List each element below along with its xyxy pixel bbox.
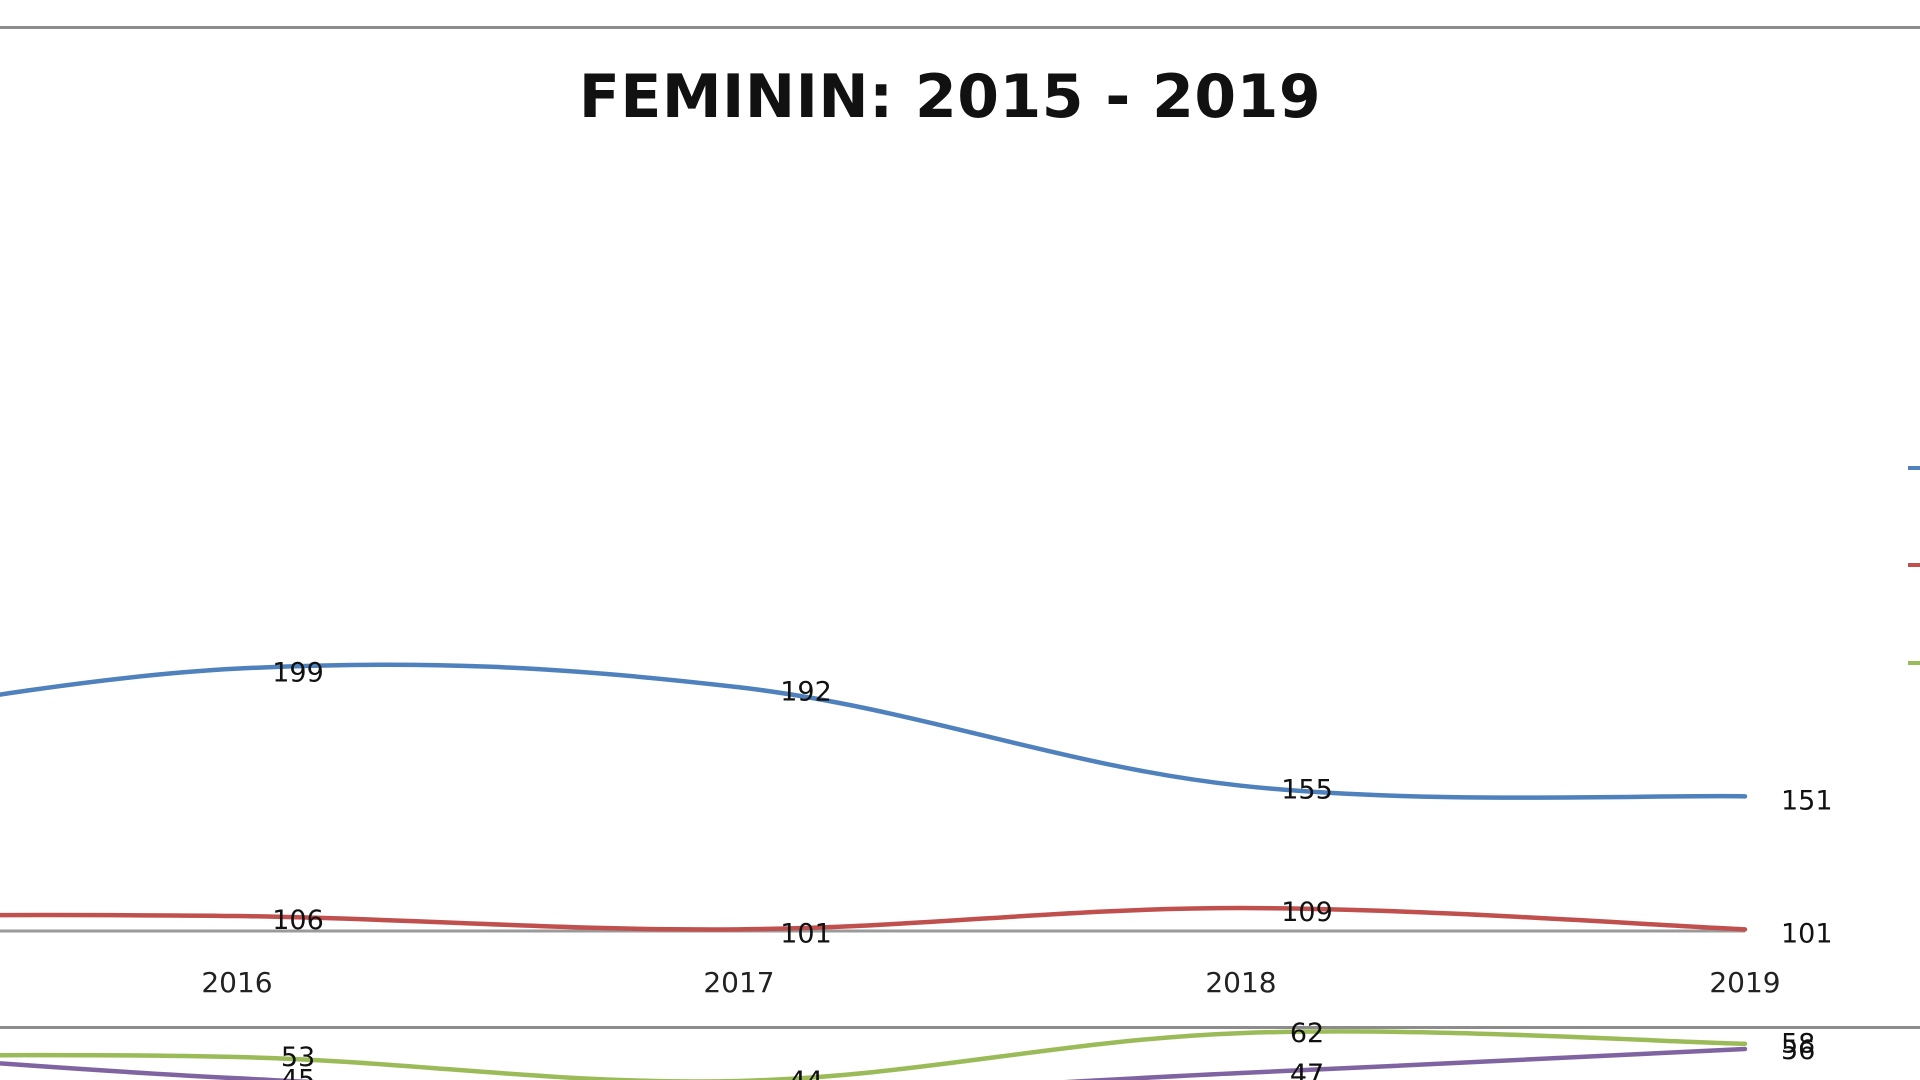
data-label-s3-2018: 62 xyxy=(1290,1018,1324,1049)
x-tick-label-2019: 2019 xyxy=(1709,966,1780,999)
data-label-s2-2018: 109 xyxy=(1281,897,1333,928)
data-labels: 1991921551511061011091015344625845394756 xyxy=(272,658,1832,1080)
data-label-s1-2017: 192 xyxy=(780,676,832,707)
data-label-s3-2017: 44 xyxy=(789,1066,823,1080)
series-line-4 xyxy=(0,1046,1748,1080)
data-label-s3-2019: 58 xyxy=(1781,1029,1815,1060)
data-label-s2-2019: 101 xyxy=(1781,918,1833,949)
chart-frame xyxy=(0,26,1920,1029)
data-label-s3-2016: 53 xyxy=(281,1042,315,1073)
data-label-s4-2016: 45 xyxy=(281,1064,315,1080)
data-label-s2-2016: 106 xyxy=(272,905,324,936)
data-label-s4-2018: 47 xyxy=(1290,1059,1324,1080)
data-label-s1-2016: 199 xyxy=(272,658,324,689)
series-line-3 xyxy=(0,1029,1748,1080)
x-tick-label-2016: 2016 xyxy=(201,966,272,999)
series-line-1 xyxy=(0,662,1748,800)
data-label-s4-2019: 56 xyxy=(1781,1035,1815,1066)
data-label-s1-2018: 155 xyxy=(1281,775,1333,806)
x-tick-label-2017: 2017 xyxy=(703,966,774,999)
legend xyxy=(1908,466,1920,665)
data-label-s1-2019: 151 xyxy=(1781,785,1833,816)
series-lines xyxy=(0,662,1748,1080)
chart-title: FEMININ: 2015 - 2019 xyxy=(578,62,1322,132)
data-label-s2-2017: 101 xyxy=(780,918,832,949)
x-tick-labels: 2016 2017 2018 2019 xyxy=(201,966,1780,999)
series-line-2 xyxy=(0,905,1748,932)
x-tick-label-2018: 2018 xyxy=(1205,966,1276,999)
